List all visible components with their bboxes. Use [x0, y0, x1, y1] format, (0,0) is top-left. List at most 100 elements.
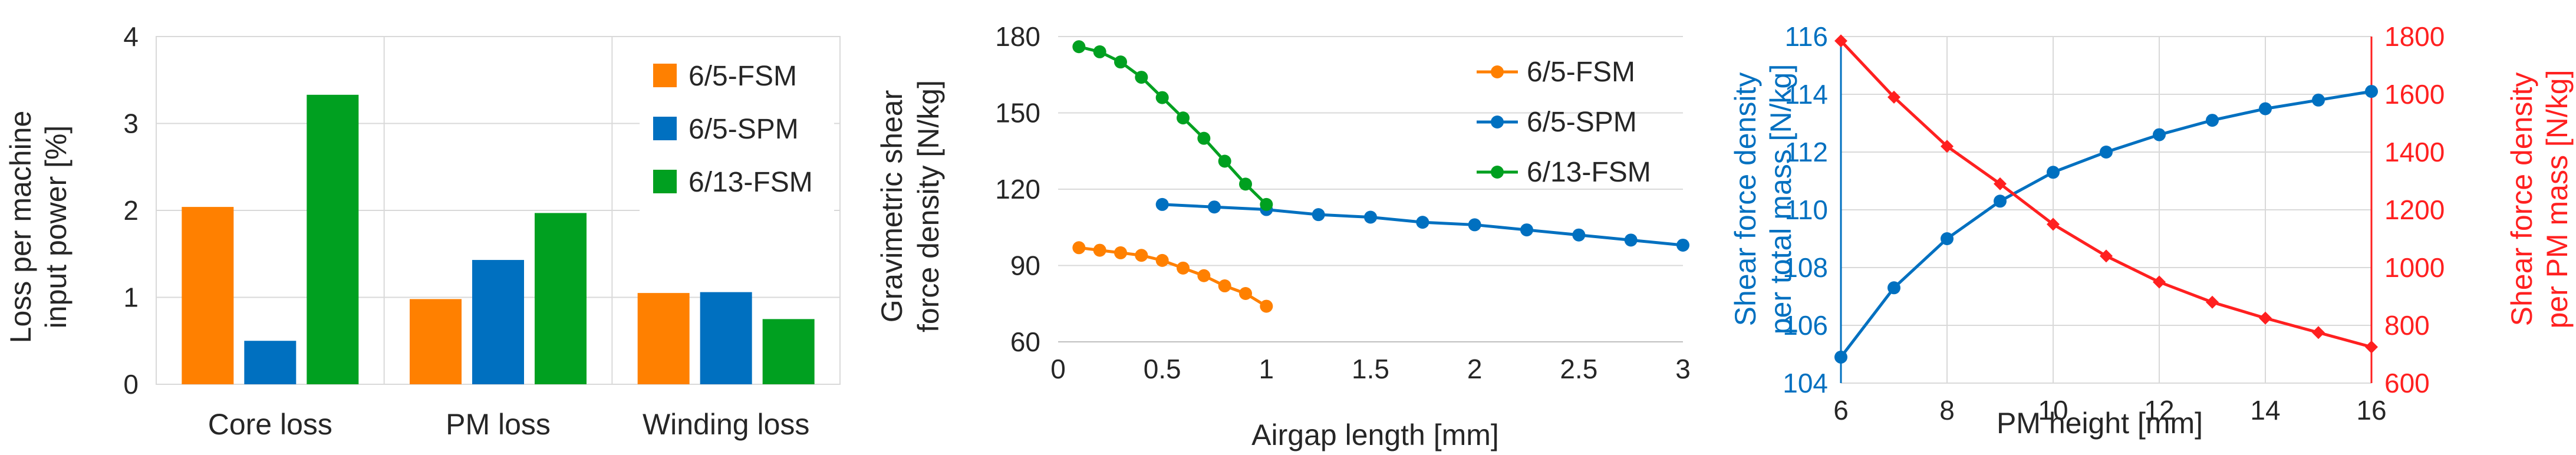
airgap-chart-y-tick-label: 90	[1010, 250, 1040, 281]
pm-chart-left-y-ticks: 104 106 108 110 112 114 116	[1783, 21, 1828, 398]
point-left	[1887, 281, 1900, 295]
bar-chart-category-label: Core loss	[208, 408, 332, 441]
bar-chart-y-ticks: 0 1 2 3 4	[123, 21, 139, 400]
pm-height-chart-panel: Shear force density per total mass [N/kg…	[1729, 21, 2574, 440]
bar-chart-panel: Loss per machine input power [%] 0 1 2 3 4 C…	[4, 21, 841, 441]
pm-chart-xlabel: PM height [mm]	[1997, 407, 2203, 440]
legend-label-6/5-FSM: 6/5-FSM	[689, 61, 797, 92]
pm-chart-right-y-tick-label: 1800	[2384, 21, 2445, 52]
bar-chart-y-tick-label: 1	[123, 282, 139, 313]
point-6/13-FSM	[1114, 55, 1127, 69]
bar-chart-category-label: Winding loss	[643, 408, 809, 441]
point-right	[2100, 249, 2113, 263]
point-right	[2312, 326, 2325, 339]
point-6/13-FSM	[1135, 71, 1148, 84]
airgap-chart-y-tick-label: 60	[1010, 327, 1040, 357]
bar-6/5-FSM-Winding loss	[637, 293, 690, 384]
pm-chart-x-tick-label: 16	[2356, 395, 2386, 426]
bar-6/5-FSM-Core loss	[182, 207, 234, 384]
airgap-chart-legend: 6/5-FSM 6/5-SPM 6/13-FSM	[1477, 57, 1651, 188]
point-left	[2206, 114, 2219, 127]
point-6/5-SPM	[1572, 228, 1586, 242]
airgap-chart-xlabel: Airgap length [mm]	[1251, 418, 1499, 451]
legend-label-6/5-SPM: 6/5-SPM	[689, 114, 799, 145]
bar-chart-y-tick-label: 0	[123, 369, 139, 400]
legend-label-6/13-FSM: 6/13-FSM	[1527, 157, 1651, 188]
point-6/5-SPM	[1416, 216, 1429, 229]
bar-chart-category-label: PM loss	[446, 408, 551, 441]
bar-6/5-SPM-PM loss	[472, 260, 524, 384]
bar-6/13-FSM-Core loss	[307, 94, 359, 384]
airgap-chart-y-tick-label: 120	[995, 174, 1040, 205]
legend-swatch-6/5-FSM	[653, 64, 677, 87]
point-6/5-FSM	[1114, 246, 1127, 259]
point-left	[2100, 146, 2113, 159]
point-6/13-FSM	[1072, 40, 1086, 54]
pm-chart-x-tick-label: 10	[2038, 395, 2068, 426]
point-6/5-FSM	[1072, 241, 1086, 255]
airgap-chart-x-ticks: 0 0.5 1 1.5 2 2.5 3	[1050, 354, 1691, 384]
point-right	[2259, 311, 2272, 325]
point-6/5-SPM	[1520, 223, 1533, 237]
point-6/5-SPM	[1364, 210, 1377, 224]
point-left	[1834, 350, 1847, 364]
point-6/5-FSM	[1218, 279, 1231, 293]
point-6/13-FSM	[1177, 111, 1190, 125]
airgap-chart-y-ticks: 60 90 120 150 180	[995, 21, 1040, 357]
point-6/5-FSM	[1239, 286, 1252, 300]
legend-label-6/13-FSM: 6/13-FSM	[689, 167, 813, 198]
point-right	[1994, 177, 2007, 190]
pm-chart-left-y-tick-label: 114	[1785, 79, 1828, 110]
pm-chart-series	[1834, 34, 2378, 364]
point-6/13-FSM	[1218, 154, 1231, 168]
legend-marker-6/5-SPM	[1491, 116, 1504, 128]
pm-chart-left-y-tick-label: 112	[1785, 137, 1828, 167]
pm-chart-x-tick-label: 12	[2144, 395, 2174, 426]
bar-chart-ylabel-line1: Loss per machine	[4, 111, 37, 344]
bar-6/5-SPM-Core loss	[244, 341, 297, 384]
pm-chart-left-y-tick-label: 108	[1783, 252, 1828, 283]
airgap-chart-x-tick-label: 0.5	[1144, 354, 1181, 384]
pm-chart-left-y-tick-label: 116	[1785, 21, 1828, 52]
bar-6/13-FSM-PM loss	[535, 213, 587, 384]
airgap-chart-x-tick-label: 0	[1050, 354, 1066, 384]
pm-chart-x-tick-label: 8	[1939, 395, 1955, 426]
series-line-right	[1840, 39, 2372, 349]
point-6/5-SPM	[1208, 200, 1221, 214]
bar-chart-y-tick-label: 4	[123, 21, 139, 52]
airgap-chart-ylabel-line2: force density [N/kg]	[912, 80, 945, 332]
airgap-chart-ylabel-line1: Gravimetric shear	[875, 90, 908, 323]
point-right	[2153, 275, 2166, 289]
airgap-chart-panel: Gravimetric shear force density [N/kg] 6…	[875, 21, 1691, 451]
point-6/13-FSM	[1093, 45, 1106, 58]
pm-chart-x-ticks: 6 8 10 12 14 16	[1833, 395, 2386, 426]
point-left	[1994, 194, 2007, 208]
pm-chart-right-y-tick-label: 1600	[2384, 79, 2445, 110]
point-6/13-FSM	[1155, 91, 1169, 104]
airgap-chart-y-tick-label: 180	[995, 21, 1040, 52]
series-line-left	[1840, 90, 2372, 358]
bar-chart-bars	[182, 94, 815, 384]
point-6/5-SPM	[1155, 197, 1169, 211]
point-6/5-FSM	[1260, 299, 1273, 313]
point-6/5-SPM	[1624, 233, 1638, 247]
pm-chart-right-y-ticks: 600 800 1000 1200 1400 1600 1800	[2384, 21, 2445, 398]
airgap-chart-x-tick-label: 1	[1259, 354, 1274, 384]
pm-chart-right-ylabel-line1: Shear force density	[2505, 72, 2538, 327]
pm-chart-right-y-tick-label: 600	[2384, 368, 2430, 398]
bar-6/5-FSM-PM loss	[410, 299, 462, 384]
point-6/5-FSM	[1155, 253, 1169, 267]
pm-chart-x-tick-label: 6	[1833, 395, 1849, 426]
bar-6/13-FSM-Winding loss	[762, 319, 815, 384]
bar-chart-ylabel-line2: input power [%]	[39, 126, 73, 329]
point-right	[2047, 217, 2060, 231]
point-right	[2365, 340, 2378, 354]
bar-chart-y-tick-label: 3	[123, 108, 139, 139]
point-right	[1941, 140, 1954, 153]
pm-chart-left-y-tick-label: 106	[1783, 310, 1828, 341]
pm-chart-right-y-tick-label: 1400	[2384, 137, 2445, 167]
point-6/5-SPM	[1468, 218, 1481, 232]
airgap-chart-x-tick-label: 2.5	[1560, 354, 1597, 384]
point-6/13-FSM	[1260, 197, 1273, 211]
